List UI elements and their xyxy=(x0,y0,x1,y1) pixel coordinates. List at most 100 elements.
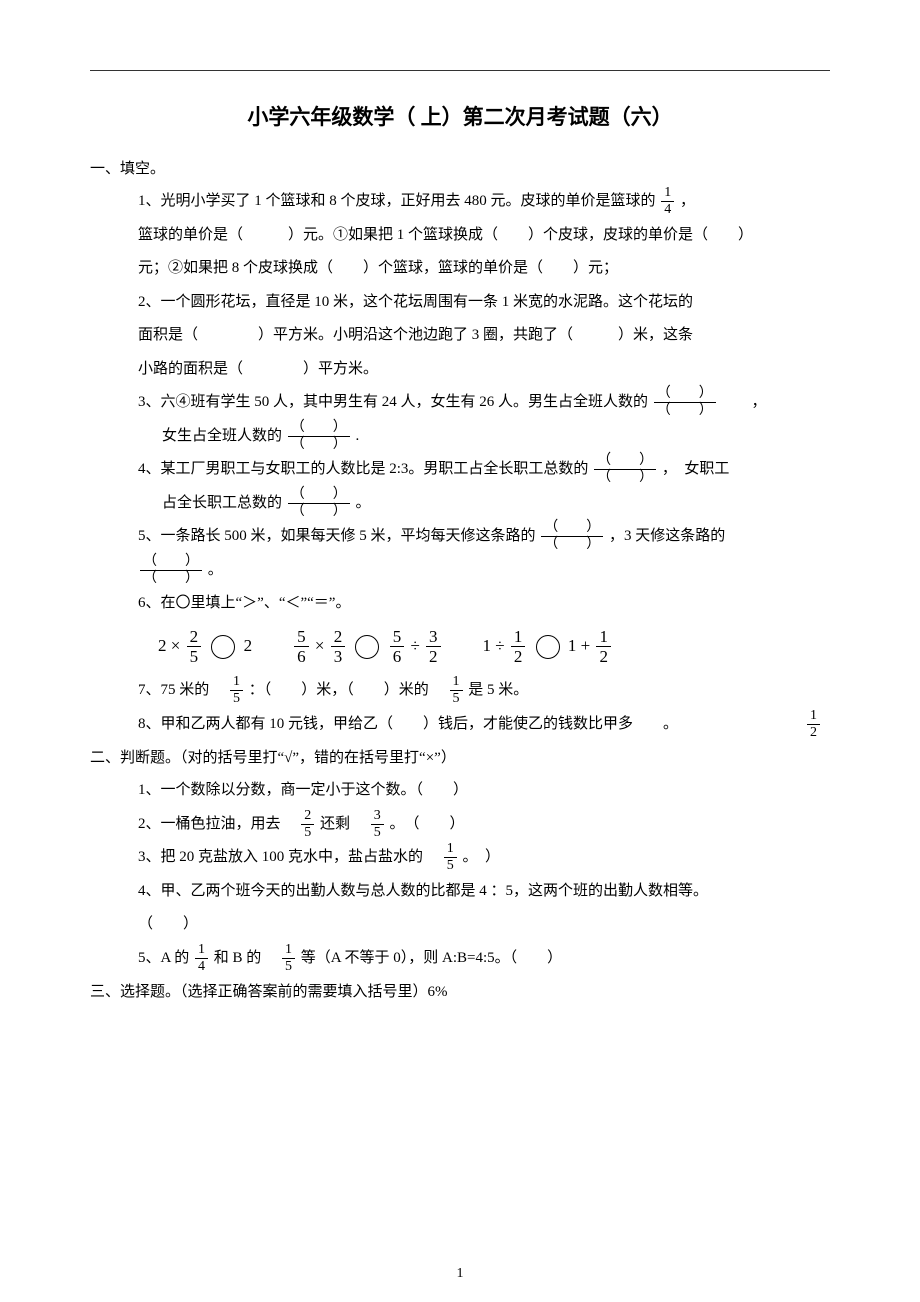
frac-num: （ ） xyxy=(288,488,350,504)
q4: 4、某工厂男职工与女职工的人数比是 2:3。男职工占全长职工总数的 （ ） （ … xyxy=(138,454,830,486)
section-3-header: 三、选择题。（选择正确答案前的需要填入括号里）6% xyxy=(90,980,830,1001)
q8-f1: 1 2 xyxy=(807,709,820,740)
frac-num: 2 xyxy=(301,809,314,825)
q1-text-b: ， xyxy=(680,193,695,209)
q1-text-a: 1、光明小学买了 1 个篮球和 8 个皮球，正好用去 480 元。皮球的单价是篮… xyxy=(138,193,659,209)
eq2-op1: × xyxy=(315,636,325,655)
q3-line2-a: 女生占全班人数的 xyxy=(162,428,282,444)
j5-f2: 1 5 xyxy=(282,943,295,974)
q8: 8、甲和乙两人都有 10 元钱，甲给乙（ ）钱后，才能使乙的钱数比甲多 。 1 … xyxy=(138,709,830,741)
frac-num: 1 xyxy=(661,186,674,202)
frac-den: 2 xyxy=(807,725,820,740)
compare-circle-icon xyxy=(536,635,560,659)
eq1-b: 2 xyxy=(244,636,253,655)
frac-num: 2 xyxy=(187,628,202,647)
frac-den: （ ） xyxy=(288,437,350,452)
frac-den: 4 xyxy=(195,959,208,974)
page-number: 1 xyxy=(0,1266,920,1282)
eq3-b: 1 + xyxy=(568,636,590,655)
j5-a: 5、A 的 xyxy=(138,950,189,966)
frac-den: （ ） xyxy=(654,403,716,418)
q1-line2: 篮球的单价是（ ）元。①如果把 1 个篮球换成（ ）个皮球，皮球的单价是（ ） xyxy=(138,220,830,252)
j2-f1: 2 5 xyxy=(301,809,314,840)
eq1-a: 2 × xyxy=(158,636,180,655)
frac-den: 5 xyxy=(444,858,457,873)
q7-f1: 1 5 xyxy=(230,675,243,706)
j2-f2: 3 5 xyxy=(371,809,384,840)
frac-num: 1 xyxy=(195,943,208,959)
q2-line3: 小路的面积是（ ）平方米。 xyxy=(138,354,830,386)
frac-num: 1 xyxy=(450,675,463,691)
j5: 5、A 的 1 4 和 B 的 1 5 等（A 不等于 0），则 A:B=4:5… xyxy=(138,943,830,975)
frac-num: （ ） xyxy=(654,387,716,403)
eq2-f2: 2 3 xyxy=(331,628,346,665)
q2-line1: 2、一个圆形花坛，直径是 10 米，这个花坛周围有一条 1 米宽的水泥路。这个花… xyxy=(138,287,830,319)
q3-line2: 女生占全班人数的 （ ） （ ） . xyxy=(162,421,830,453)
frac-den: 2 xyxy=(596,647,611,665)
frac-den: 5 xyxy=(282,959,295,974)
frac-den: 5 xyxy=(371,825,384,840)
section-2-header: 二、判断题。（对的括号里打“√”，错的在括号里打“×”） xyxy=(90,746,830,767)
q4-line2-a: 占全长职工总数的 xyxy=(162,495,282,511)
q7-end: 5 米。 xyxy=(487,682,528,698)
j2-b: 。 （ ） xyxy=(390,816,465,832)
frac-num: （ ） xyxy=(594,454,656,470)
frac-num: 1 xyxy=(596,628,611,647)
j4-paren: （ ） xyxy=(138,909,830,941)
q7-a: 7、75 米的 xyxy=(138,682,224,698)
frac-num: 1 xyxy=(230,675,243,691)
q5-text-b: ，3 天修这条路的 xyxy=(609,528,725,544)
q5-frac-1: （ ） （ ） xyxy=(541,521,603,552)
q5-frac-2: （ ） （ ） xyxy=(140,555,202,586)
q3: 3、六④班有学生 50 人，其中男生有 24 人，女生有 26 人。男生占全班人… xyxy=(138,387,830,419)
eq2-f3: 5 6 xyxy=(390,628,405,665)
q1: 1、光明小学买了 1 个篮球和 8 个皮球，正好用去 480 元。皮球的单价是篮… xyxy=(138,186,830,218)
j3: 3、把 20 克盐放入 100 克水中，盐占盐水的 1 5 。 ） xyxy=(138,842,830,874)
j4: 4、甲、乙两个班今天的出勤人数与总人数的比都是 4 ：5，这两个班的出勤人数相等… xyxy=(138,876,830,908)
frac-den: 2 xyxy=(426,647,441,665)
page-title: 小学六年级数学（ 上）第二次月考试题（六） xyxy=(90,101,830,131)
q6-header: 6、在〇里填上“＞”、“＜”“＝”。 xyxy=(138,588,830,620)
q3-line2-b: . xyxy=(356,428,360,444)
q6-eq3: 1 ÷ 1 2 1 + 1 2 xyxy=(483,628,613,666)
q5: 5、一条路长 500 米，如果每天修 5 米，平均每天修这条路的 （ ） （ ）… xyxy=(138,521,830,553)
q5-text-a: 5、一条路长 500 米，如果每天修 5 米，平均每天修这条路的 xyxy=(138,528,536,544)
q6-equations: 2 × 2 5 2 5 6 × 2 3 xyxy=(158,628,830,666)
j5-f1: 1 4 xyxy=(195,943,208,974)
q4-text-a: 4、某工厂男职工与女职工的人数比是 2:3。男职工占全长职工总数的 xyxy=(138,461,588,477)
j1: 1、一个数除以分数，商一定小于这个数。（ ） xyxy=(138,775,830,807)
section-1-body: 1、光明小学买了 1 个篮球和 8 个皮球，正好用去 480 元。皮球的单价是篮… xyxy=(138,186,830,740)
q3-text-a: 3、六④班有学生 50 人，其中男生有 24 人，女生有 26 人。男生占全班人… xyxy=(138,394,648,410)
frac-den: （ ） xyxy=(140,571,202,586)
eq1-frac: 2 5 xyxy=(187,628,202,665)
section-2-body: 1、一个数除以分数，商一定小于这个数。（ ） 2、一桶色拉油，用去 2 5 还剩… xyxy=(138,775,830,974)
q2-line2: 面积是（ ）平方米。小明沿这个池边跑了 3 圈，共跑了（ ）米，这条 xyxy=(138,320,830,352)
compare-circle-icon xyxy=(211,635,235,659)
frac-den: 6 xyxy=(390,647,405,665)
q4-text-b: ， 女职工 xyxy=(662,461,730,477)
j3-f1: 1 5 xyxy=(444,842,457,873)
frac-num: （ ） xyxy=(140,555,202,571)
q7: 7、75 米的 1 5 ：（ ）米，（ ）米的 1 5 是 5 米。 xyxy=(138,675,830,707)
frac-num: （ ） xyxy=(541,521,603,537)
q8-a: 8、甲和乙两人都有 10 元钱，甲给乙（ ）钱后，才能使乙的钱数比甲多 。 xyxy=(138,709,678,741)
j5-mid: 和 B 的 xyxy=(214,950,277,966)
frac-den: 5 xyxy=(187,647,202,665)
frac-num: 3 xyxy=(426,628,441,647)
j3-b: 。 ） xyxy=(463,849,501,865)
frac-num: 1 xyxy=(807,709,820,725)
frac-den: 5 xyxy=(230,691,243,706)
frac-den: （ ） xyxy=(541,537,603,552)
q3-frac-2: （ ） （ ） xyxy=(288,421,350,452)
frac-num: 1 xyxy=(511,628,526,647)
section-1-header: 一、填空。 xyxy=(90,157,830,178)
frac-num: 1 xyxy=(282,943,295,959)
q5-line2-b: 。 xyxy=(208,562,223,578)
q7-f2: 1 5 xyxy=(450,675,463,706)
frac-den: 6 xyxy=(294,647,309,665)
q1-line3: 元；②如果把 8 个皮球换成（ ）个篮球，篮球的单价是（ ）元； xyxy=(138,253,830,285)
j2-mid: 还剩 xyxy=(320,816,365,832)
frac-num: 5 xyxy=(390,628,405,647)
eq3-f1: 1 2 xyxy=(511,628,526,665)
compare-circle-icon xyxy=(355,635,379,659)
